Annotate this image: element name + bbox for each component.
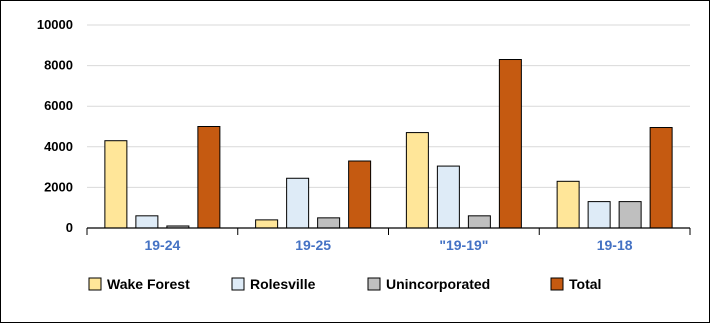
y-tick-label: 8000 [44, 58, 73, 73]
bar-rolesville [436, 165, 460, 229]
legend: Wake Forest Rolesville Unincorporated Total [88, 276, 601, 292]
y-tick-label: 0 [66, 220, 73, 235]
legend-swatch [550, 277, 564, 291]
legend-item-rolesville: Rolesville [231, 276, 316, 292]
y-tick-label: 4000 [44, 139, 73, 154]
bar-total [498, 59, 522, 229]
bar-wake-forest [255, 219, 279, 229]
legend-item-wake-forest: Wake Forest [88, 276, 190, 292]
bar-unincorporated [618, 201, 642, 229]
legend-label: Unincorporated [386, 276, 490, 292]
x-category-label: 19-24 [144, 237, 180, 253]
bar-total [348, 160, 372, 229]
x-category-label: 19-25 [295, 237, 331, 253]
legend-swatch [231, 277, 245, 291]
legend-item-unincorporated: Unincorporated [367, 276, 490, 292]
legend-label: Rolesville [250, 276, 316, 292]
x-axis: 19-24 19-25 "19-19" 19-18 [86, 227, 691, 253]
bar-total [197, 126, 221, 229]
bar-rolesville [286, 177, 310, 229]
bar-unincorporated [467, 215, 491, 229]
bar-rolesville [135, 215, 159, 229]
legend-label: Total [569, 276, 601, 292]
legend-swatch [88, 277, 102, 291]
gridlines [87, 24, 690, 188]
bar-total [649, 127, 673, 229]
y-tick-label: 2000 [44, 179, 73, 194]
y-tick-label: 6000 [44, 98, 73, 113]
x-category-label: "19-19" [439, 237, 488, 253]
bar-wake-forest [556, 180, 580, 229]
bar-wake-forest [104, 140, 128, 229]
x-category-label: 19-18 [597, 237, 633, 253]
bars [104, 59, 673, 229]
legend-label: Wake Forest [107, 276, 190, 292]
legend-item-total: Total [550, 276, 601, 292]
legend-swatch [367, 277, 381, 291]
y-axis: 0 2000 4000 6000 8000 10000 [37, 17, 73, 235]
bar-unincorporated [317, 217, 341, 229]
bar-rolesville [587, 201, 611, 229]
bar-wake-forest [405, 132, 429, 229]
y-tick-label: 10000 [37, 17, 73, 32]
